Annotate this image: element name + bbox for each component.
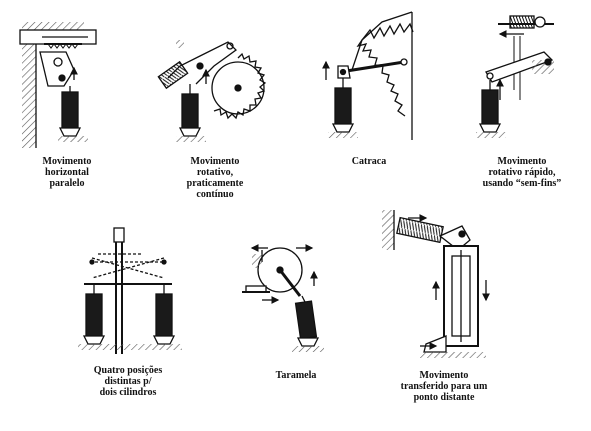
pivot-lower [58,74,66,82]
cylinder-body [481,89,499,125]
lever-block [39,51,75,87]
cylinder-body [294,300,318,340]
pivot-upper [53,57,63,67]
cylinder-body [334,87,352,125]
mechanism-remote-transfer [382,210,490,358]
cylinder-horizontal [396,216,444,244]
worm-gear [509,15,535,29]
ratchet-teeth [356,39,406,117]
pawl-link [339,60,405,74]
spring [157,60,189,90]
latch-link [278,269,302,297]
mechanism-ratchet [322,11,414,140]
mechanism-four-positions [78,227,182,354]
wheel-teeth [213,52,267,120]
mechanism-rotary-continuous [157,40,267,142]
ratchet-wheel-arc [351,11,413,71]
caption-ratchet: Catraca [351,156,387,167]
caption-four-positions: Quatro posições distintas p/ dois cilind… [93,365,163,398]
mechanism-horizontal-parallel [19,22,97,148]
caption-fast-rotary: Movimento rotativo rápido, usando “sem-f… [482,156,562,189]
mechanism-fast-rotary [476,15,554,138]
mechanism-latch [242,244,324,352]
caption-remote-transfer: Movimento transferido para um ponto dist… [400,370,488,403]
caption-horizontal-parallel: Movimento horizontal paralelo [42,156,92,189]
caption-latch: Taramela [275,370,317,381]
cylinder-right [155,293,173,337]
caption-rotary-continuous: Movimento rotativo, praticamente contínu… [186,156,244,200]
ceiling-hatch [22,22,84,32]
cylinder-body [181,93,199,129]
cylinder-base [58,127,82,137]
cylinder-body [61,91,79,129]
wall-hatch [22,36,36,148]
cylinder-left [85,293,103,337]
